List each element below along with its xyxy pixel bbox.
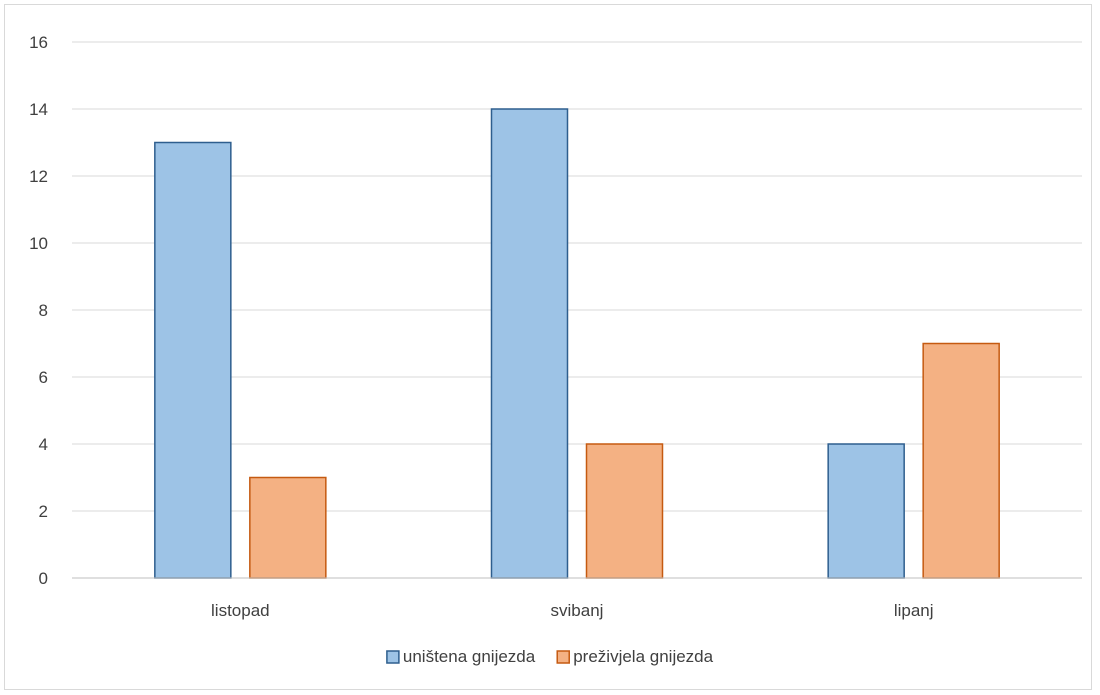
bar-unistena-listopad bbox=[154, 141, 232, 579]
y-axis-tick-labels: 0 2 4 6 8 10 12 14 16 bbox=[29, 33, 48, 588]
y-tick-label: 2 bbox=[39, 502, 48, 521]
y-tick-label: 0 bbox=[39, 569, 48, 588]
y-tick-label: 12 bbox=[29, 167, 48, 186]
y-tick-label: 14 bbox=[29, 100, 48, 119]
gridlines bbox=[72, 41, 1082, 512]
bars bbox=[154, 108, 1000, 579]
x-tick-label: lipanj bbox=[894, 601, 934, 620]
legend-label: uništena gnijezda bbox=[403, 647, 536, 666]
legend-item-prezivjela: preživjela gnijezda bbox=[556, 647, 714, 666]
y-tick-label: 4 bbox=[39, 435, 48, 454]
legend: uništena gnijezda preživjela gnijezda bbox=[386, 647, 714, 666]
x-tick-label: svibanj bbox=[551, 601, 604, 620]
x-tick-label: listopad bbox=[211, 601, 270, 620]
bar-unistena-lipanj bbox=[827, 443, 905, 579]
legend-item-unistena: uništena gnijezda bbox=[386, 647, 536, 666]
bar-prezivjela-lipanj bbox=[922, 342, 1000, 579]
y-tick-label: 8 bbox=[39, 301, 48, 320]
x-axis-tick-labels: listopad svibanj lipanj bbox=[211, 601, 933, 620]
y-tick-label: 6 bbox=[39, 368, 48, 387]
bar-prezivjela-svibanj bbox=[585, 443, 664, 579]
y-tick-label: 10 bbox=[29, 234, 48, 253]
bar-prezivjela-listopad bbox=[249, 476, 327, 579]
legend-label: preživjela gnijezda bbox=[573, 647, 713, 666]
legend-swatch bbox=[556, 650, 570, 664]
bar-unistena-svibanj bbox=[490, 108, 569, 579]
legend-swatch bbox=[386, 650, 400, 664]
y-tick-label: 16 bbox=[29, 33, 48, 52]
